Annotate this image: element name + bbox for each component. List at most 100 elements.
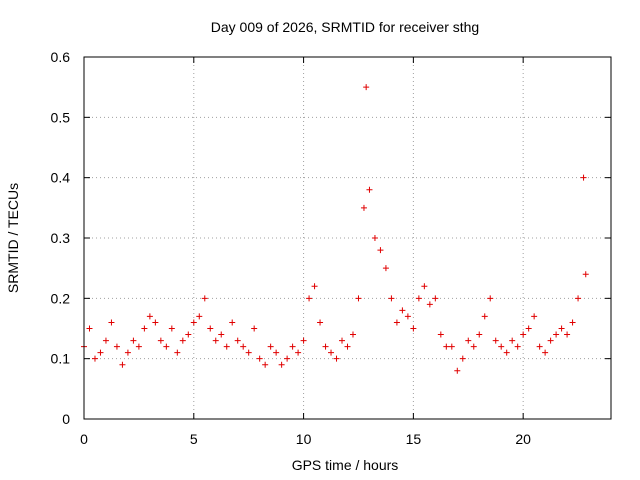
data-point bbox=[218, 331, 225, 338]
data-point bbox=[146, 313, 153, 320]
data-point bbox=[404, 313, 411, 320]
data-point bbox=[124, 349, 131, 356]
data-point bbox=[256, 355, 263, 362]
data-point bbox=[454, 367, 461, 374]
data-point bbox=[448, 343, 455, 350]
data-point bbox=[97, 349, 104, 356]
data-point bbox=[179, 337, 186, 344]
data-point bbox=[558, 325, 565, 332]
data-point bbox=[410, 325, 417, 332]
y-tick-label: 0.5 bbox=[51, 109, 71, 125]
data-point bbox=[185, 331, 192, 338]
data-point bbox=[366, 186, 373, 193]
data-point bbox=[86, 325, 93, 332]
data-point bbox=[363, 84, 370, 91]
x-tick-label: 5 bbox=[190, 431, 198, 447]
data-point bbox=[344, 343, 351, 350]
data-point bbox=[141, 325, 148, 332]
data-point bbox=[119, 361, 126, 368]
data-point bbox=[536, 343, 543, 350]
y-axis-label: SRMTID / TECUs bbox=[5, 183, 21, 293]
data-point bbox=[437, 331, 444, 338]
data-points bbox=[81, 84, 589, 374]
data-point bbox=[328, 349, 335, 356]
x-tick-label: 10 bbox=[296, 431, 312, 447]
x-tick-label: 0 bbox=[80, 431, 88, 447]
data-point bbox=[481, 313, 488, 320]
data-point bbox=[207, 325, 214, 332]
data-point bbox=[564, 331, 571, 338]
data-point bbox=[262, 361, 269, 368]
data-point bbox=[223, 343, 230, 350]
data-point bbox=[251, 325, 258, 332]
data-point bbox=[355, 295, 362, 302]
x-tick-label: 15 bbox=[406, 431, 422, 447]
data-point bbox=[426, 301, 433, 308]
data-point bbox=[157, 337, 164, 344]
axis-ticks: 0 5 10 15 20 0 0.1 0.2 0.3 0.4 0.5 0.6 bbox=[51, 49, 611, 447]
x-axis-label: GPS time / hours bbox=[292, 457, 399, 473]
data-point bbox=[470, 343, 477, 350]
data-point bbox=[459, 355, 466, 362]
data-point bbox=[174, 349, 181, 356]
data-point bbox=[421, 283, 428, 290]
data-point bbox=[360, 204, 367, 211]
data-point bbox=[432, 295, 439, 302]
grid-lines bbox=[84, 57, 611, 419]
data-point bbox=[234, 337, 241, 344]
y-tick-label: 0.2 bbox=[51, 290, 71, 306]
data-point bbox=[443, 343, 450, 350]
data-point bbox=[476, 331, 483, 338]
data-point bbox=[399, 307, 406, 314]
data-point bbox=[580, 174, 587, 181]
data-point bbox=[322, 343, 329, 350]
data-point bbox=[503, 349, 510, 356]
data-point bbox=[278, 361, 285, 368]
y-tick-label: 0.6 bbox=[51, 49, 71, 65]
data-point bbox=[168, 325, 175, 332]
data-point bbox=[509, 337, 516, 344]
x-tick-label: 20 bbox=[515, 431, 531, 447]
data-point bbox=[284, 355, 291, 362]
data-point bbox=[108, 319, 115, 326]
data-point bbox=[289, 343, 296, 350]
data-point bbox=[130, 337, 137, 344]
data-point bbox=[382, 265, 389, 272]
data-point bbox=[91, 355, 98, 362]
data-point bbox=[152, 319, 159, 326]
data-point bbox=[520, 331, 527, 338]
data-point bbox=[306, 295, 313, 302]
data-point bbox=[569, 319, 576, 326]
data-point bbox=[273, 349, 280, 356]
data-point bbox=[492, 337, 499, 344]
data-point bbox=[415, 295, 422, 302]
data-point bbox=[575, 295, 582, 302]
data-point bbox=[240, 343, 247, 350]
data-point bbox=[267, 343, 274, 350]
data-point bbox=[201, 295, 208, 302]
data-point bbox=[102, 337, 109, 344]
data-point bbox=[582, 271, 589, 278]
data-point bbox=[212, 337, 219, 344]
data-point bbox=[487, 295, 494, 302]
data-point bbox=[542, 349, 549, 356]
data-point bbox=[113, 343, 120, 350]
data-point bbox=[525, 325, 532, 332]
data-point bbox=[388, 295, 395, 302]
data-point bbox=[339, 337, 346, 344]
y-tick-label: 0.4 bbox=[51, 170, 71, 186]
y-tick-label: 0.3 bbox=[51, 230, 71, 246]
data-point bbox=[135, 343, 142, 350]
data-point bbox=[349, 331, 356, 338]
data-point bbox=[190, 319, 197, 326]
data-point bbox=[229, 319, 236, 326]
data-point bbox=[547, 337, 554, 344]
data-point bbox=[377, 247, 384, 254]
data-point bbox=[393, 319, 400, 326]
data-point bbox=[371, 235, 378, 241]
data-point bbox=[333, 355, 340, 362]
data-point bbox=[196, 313, 203, 320]
plot-frame bbox=[83, 56, 612, 420]
data-point bbox=[465, 337, 472, 344]
